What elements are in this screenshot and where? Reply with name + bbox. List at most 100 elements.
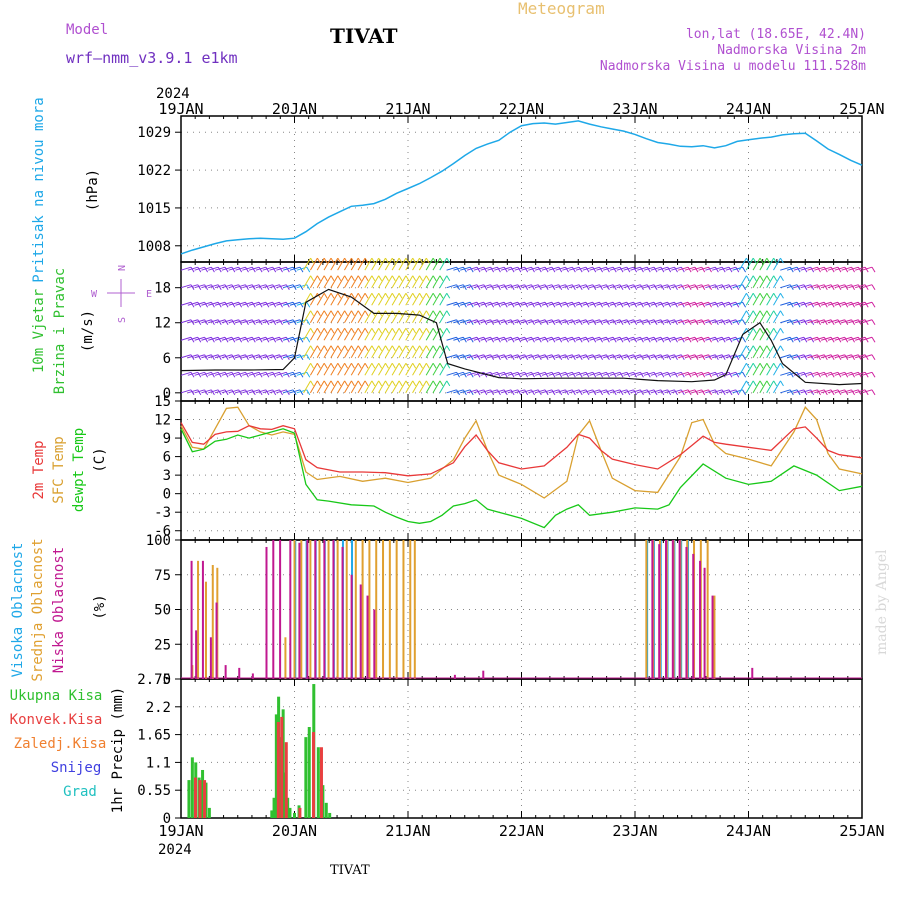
wind-barb	[752, 328, 757, 334]
wind-barb	[242, 389, 253, 394]
wind-barb	[827, 389, 839, 394]
wind-barb	[752, 292, 757, 299]
wind-barb	[510, 319, 515, 325]
wind-barb	[562, 354, 573, 359]
wind-barb	[745, 345, 750, 352]
wind-barb	[759, 292, 764, 299]
wind-barb	[589, 319, 600, 324]
cloud-bar-niska	[482, 670, 485, 679]
wind-barb	[605, 301, 610, 308]
wind-barb	[589, 284, 600, 289]
wind-barb	[235, 389, 246, 394]
wind-barb	[262, 301, 273, 306]
wind-barb	[759, 380, 768, 394]
wind-barb	[460, 266, 471, 271]
wind-barb	[378, 310, 386, 323]
wind-barb	[848, 266, 859, 271]
wind-barb	[657, 319, 668, 324]
wind-barb	[187, 371, 198, 376]
wind-barb	[742, 284, 747, 290]
wind-barb	[187, 319, 198, 324]
wind-barb	[575, 371, 587, 376]
wind-barb	[494, 389, 505, 394]
wind-barb	[306, 284, 311, 290]
wind-barb	[276, 284, 287, 289]
wind-barb	[364, 328, 369, 334]
wind-barb	[190, 284, 195, 290]
wind-barb	[810, 266, 815, 273]
wind-barb	[357, 345, 362, 352]
wind-barb	[793, 301, 805, 306]
wind-barb	[412, 328, 417, 334]
wind-barb	[469, 354, 474, 361]
wind-barb	[817, 284, 821, 290]
wind-barb	[439, 363, 448, 376]
wind-barb	[211, 354, 215, 361]
wind-barb	[725, 389, 736, 394]
wind-barb	[480, 354, 491, 359]
wind-barb	[330, 257, 335, 264]
wind-barb	[500, 354, 512, 359]
wind-barb	[691, 284, 702, 289]
wind-barb	[674, 372, 678, 378]
wind-barb	[664, 336, 675, 341]
wind-barb	[316, 310, 325, 323]
wind-barb	[725, 336, 736, 341]
wind-barb	[605, 284, 610, 290]
wind-barb	[466, 354, 478, 359]
wind-barb	[705, 301, 716, 306]
wind-barb	[480, 284, 491, 289]
wind-barb	[834, 354, 845, 359]
wind-barb	[575, 389, 587, 394]
wind-barb	[653, 319, 658, 325]
wind-barb	[848, 284, 859, 289]
wind-barb	[735, 389, 740, 396]
wind-barb	[786, 301, 798, 306]
wind-barb	[490, 266, 495, 273]
wind-barb	[258, 372, 263, 378]
wind-barb	[425, 345, 434, 359]
wind-barb	[725, 371, 736, 376]
cloud-bar-niska	[332, 540, 335, 679]
wind-barb	[432, 328, 437, 334]
wind-barb	[351, 380, 355, 387]
cloud-bar-srednja	[327, 540, 330, 679]
precip-ytick-label: 1.1	[146, 755, 171, 771]
wind-barb	[671, 389, 682, 394]
top-date-label: 21JAN	[385, 100, 430, 118]
wind-barb	[337, 380, 346, 394]
wind-barb	[810, 319, 815, 325]
wind-barb	[807, 319, 818, 324]
wind-barb	[303, 345, 312, 359]
wind-barb	[773, 292, 778, 299]
wind-barb	[245, 319, 249, 325]
wind-barb	[323, 363, 332, 376]
wind-barb	[619, 301, 624, 308]
wind-barb	[446, 371, 457, 376]
cloud-unit-label: (%)	[92, 594, 108, 619]
wind-barb	[251, 319, 256, 325]
wind-barb	[745, 380, 754, 394]
wind-barb	[687, 354, 692, 361]
wind-barb	[371, 328, 376, 334]
wind-barb	[674, 319, 678, 325]
wind-barb	[841, 266, 852, 271]
wind-barb	[571, 372, 576, 378]
wind-barb	[208, 389, 219, 394]
wind-barb	[262, 336, 273, 341]
wind-barb	[742, 354, 747, 361]
wind-barb	[694, 354, 699, 361]
wind-barb	[419, 310, 423, 316]
wind-barb	[680, 301, 685, 308]
wind-barb	[694, 337, 699, 343]
wind-barb	[180, 354, 192, 359]
wind-barb	[752, 292, 761, 306]
wind-barb	[616, 301, 627, 306]
wind-barb	[398, 257, 407, 271]
wind-barb	[728, 301, 733, 308]
wind-barb	[439, 292, 448, 306]
temperature-ytick-label: 9	[163, 431, 171, 447]
wind-barb	[214, 284, 226, 289]
wind-barb	[490, 389, 495, 396]
wind-barb	[405, 363, 410, 369]
